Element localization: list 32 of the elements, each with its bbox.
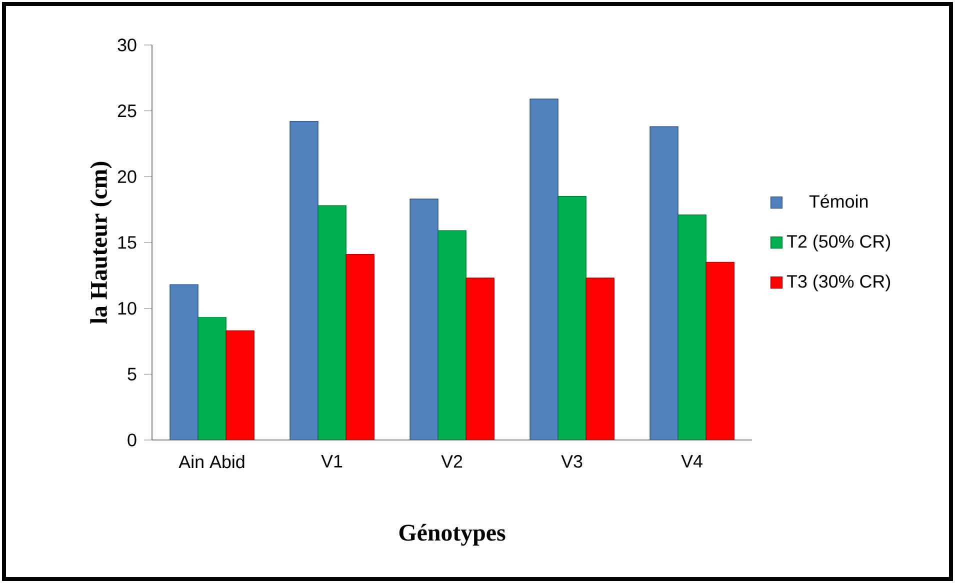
bar [586,278,614,440]
x-tick-label: V1 [321,455,342,468]
x-tick-label: V4 [681,455,702,468]
bar [438,230,466,440]
bar [170,284,198,440]
y-tick-label: 20 [118,170,136,184]
x-tick-label: Ain Abid [178,455,244,468]
bar [318,205,346,440]
legend-label: T2 (50% CR) [786,234,890,252]
x-tick-label: V2 [441,455,462,468]
y-tick-label: 0 [128,434,136,446]
y-tick-label: 10 [118,302,136,315]
bar [198,317,226,440]
bar [530,98,558,440]
y-tick-label: 15 [118,236,136,249]
bar [290,120,318,440]
legend-label: Témoin [809,194,868,208]
y-tick-label: 5 [128,368,136,380]
bar [466,278,494,440]
y-axis-title: la Hauteur (cm) [90,162,112,324]
bar [226,330,254,440]
bar [650,126,678,440]
bar [678,214,706,440]
y-tick-label: 30 [118,38,136,52]
bar [410,198,438,440]
bar [558,196,586,440]
bar [706,262,734,440]
y-tick-label: 25 [118,104,136,118]
legend-label: T3 (30% CR) [786,274,890,292]
x-tick-label: V3 [561,455,582,468]
bar [346,254,374,440]
x-axis-title: Génotypes [399,524,506,546]
